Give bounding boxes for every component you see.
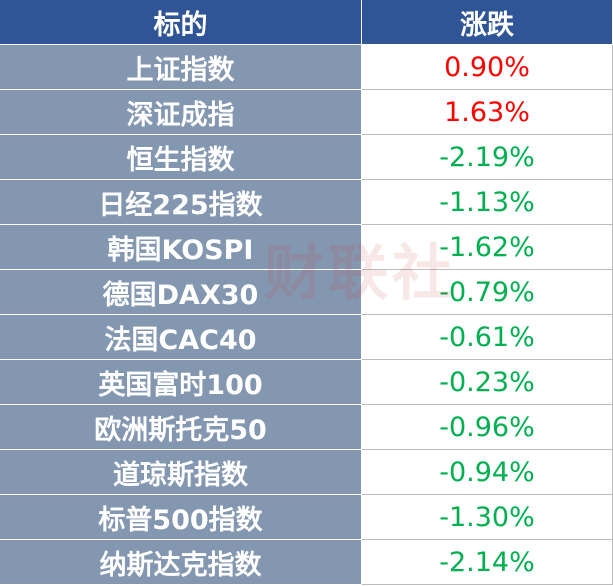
header-cell: 标的 [0, 0, 362, 45]
change-value: -0.23% [362, 360, 613, 405]
change-value: -0.79% [362, 270, 613, 315]
index-name: 深证成指 [0, 90, 362, 135]
change-value: 0.90% [362, 45, 613, 90]
index-name: 英国富时100 [0, 360, 362, 405]
index-name: 道琼斯指数 [0, 450, 362, 495]
watermark: 财联社 [264, 239, 456, 309]
header-cell: 涨跌 [362, 0, 613, 45]
change-value: -0.94% [362, 450, 613, 495]
index-name: 韩国KOSPI [0, 225, 362, 270]
index-name: 恒生指数 [0, 135, 362, 180]
change-value: -0.61% [362, 315, 613, 360]
change-value: 1.63% [362, 90, 613, 135]
change-value: -1.13% [362, 180, 613, 225]
index-name: 标普500指数 [0, 495, 362, 540]
change-value: -1.62% [362, 225, 613, 270]
index-name: 纳斯达克指数 [0, 540, 362, 585]
index-name: 德国DAX30 [0, 270, 362, 315]
index-name: 法国CAC40 [0, 315, 362, 360]
index-name: 上证指数 [0, 45, 362, 90]
change-value: -0.96% [362, 405, 613, 450]
index-name: 欧洲斯托克50 [0, 405, 362, 450]
change-value: -2.14% [362, 540, 613, 585]
index-name: 日经225指数 [0, 180, 362, 225]
change-value: -2.19% [362, 135, 613, 180]
change-value: -1.30% [362, 495, 613, 540]
